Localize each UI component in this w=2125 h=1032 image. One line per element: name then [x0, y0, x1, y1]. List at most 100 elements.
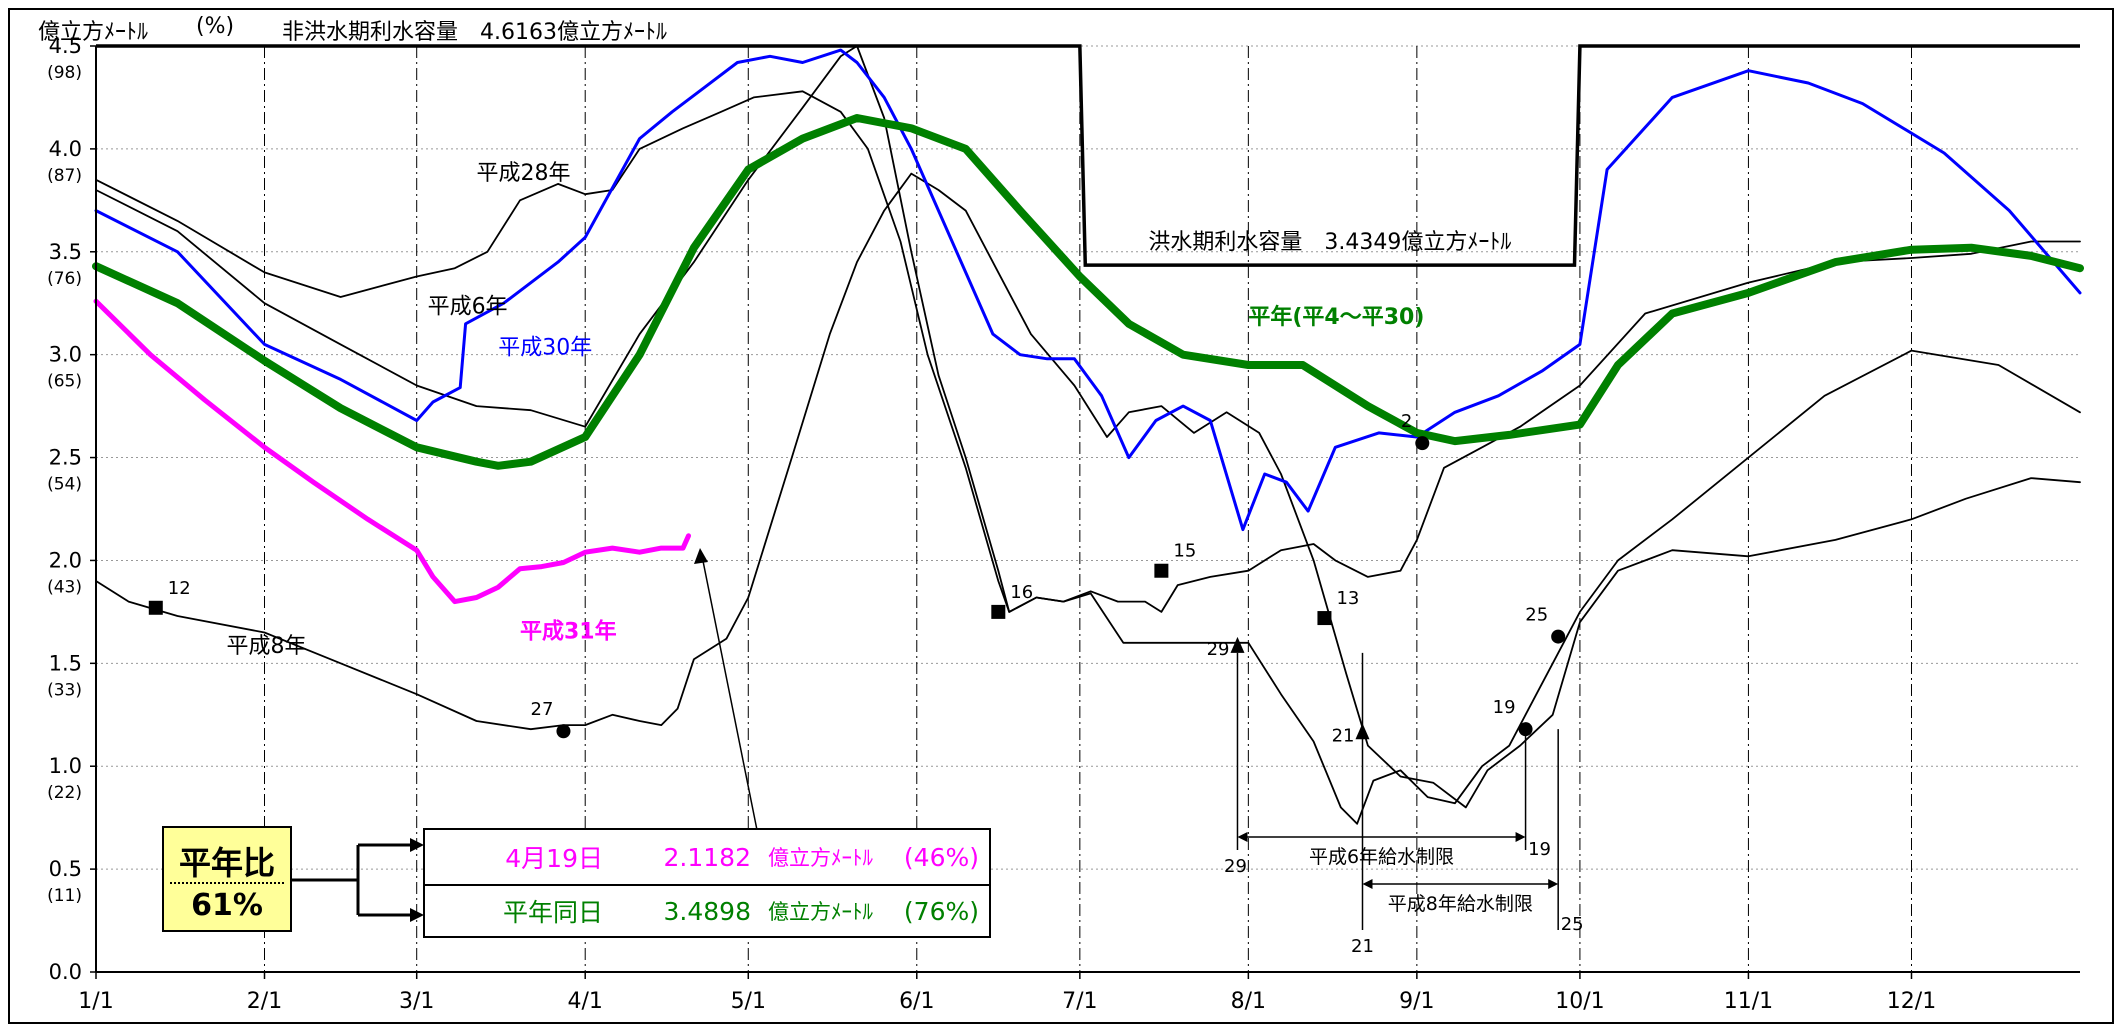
bracket-arrow: [410, 838, 424, 852]
ratio-divider: [170, 882, 284, 884]
x-tick-label: 12/1: [1887, 989, 1936, 1014]
y-unit-label: 億立方ﾒｰﾄﾙ: [38, 20, 149, 45]
y-tick-label: 2.0: [49, 548, 82, 572]
y-tick-label: 4.0: [49, 137, 82, 161]
series-label: 平成31年: [520, 619, 617, 645]
info-row-current: 4月19日 2.1182 億立方ﾒｰﾄﾙ (46%): [425, 830, 989, 886]
y-tick-pct: (11): [47, 886, 82, 906]
series-label: 平成8年: [226, 634, 306, 659]
series-label: 平成30年: [498, 336, 592, 361]
flood-capacity-outline: 洪水期利水容量 3.4349億立方ﾒｰﾄﾙ: [96, 44, 2080, 267]
series-label: 平成28年: [476, 161, 570, 186]
arrow-head: [1515, 832, 1526, 842]
y-tick-label: 3.0: [49, 343, 82, 367]
marker-square: [148, 600, 163, 615]
arrow-head: [1237, 832, 1248, 842]
y-tick-pct: (98): [47, 63, 82, 83]
marker-label: 29: [1207, 639, 1230, 660]
ratio-box: 平年比 61%: [162, 826, 292, 932]
x-tick-label: 11/1: [1724, 989, 1773, 1014]
series-label: 平年(平4～平30): [1248, 304, 1424, 330]
marker-square: [991, 604, 1006, 619]
y-tick-pct: (22): [47, 783, 82, 803]
current-date: 4月19日: [505, 844, 603, 873]
x-tick-label: 6/1: [899, 989, 934, 1014]
y-tick-label: 1.5: [49, 651, 82, 675]
axes: 0.0 0.5 (11) 1.0 (22) 1.5 (33) 2.0 (43) 2.5 (54) 3.…: [47, 34, 2080, 1014]
series-line: [92, 114, 2084, 470]
series-line: [93, 298, 691, 605]
flood-capacity-line: [96, 44, 2080, 267]
y-tick-label: 0.5: [49, 857, 82, 881]
series-label: 平成6年: [428, 295, 508, 320]
normal-pct: (76%): [903, 896, 979, 926]
y-tick-label: 1.0: [49, 754, 82, 778]
series-line: [94, 48, 2082, 532]
y-pct-label: (%): [196, 14, 235, 39]
restriction-label: 平成8年給水制限: [1388, 893, 1533, 915]
marker-label: 12: [168, 578, 191, 599]
marker-label: 19: [1493, 697, 1516, 718]
y-tick-pct: (76): [47, 269, 82, 289]
marker-label: 21: [1332, 725, 1355, 746]
x-tick-label: 4/1: [568, 989, 603, 1014]
y-tick-pct: (54): [47, 475, 82, 495]
marker-label: 2: [1401, 411, 1412, 432]
x-tick-label: 3/1: [399, 989, 434, 1014]
series-line: [95, 172, 2081, 809]
normal-value: 3.4898: [663, 896, 751, 926]
restriction-end-label: 25: [1561, 914, 1584, 935]
marker-label: 16: [1010, 582, 1033, 603]
normal-unit: 億立方ﾒｰﾄﾙ: [768, 900, 873, 924]
marker-label: 25: [1525, 605, 1548, 626]
y-tick-pct: (65): [47, 372, 82, 392]
y-tick-pct: (43): [47, 577, 82, 597]
flood-capacity-label: 洪水期利水容量 3.4349億立方ﾒｰﾄﾙ: [1148, 230, 1511, 255]
restriction-start-label: 21: [1351, 936, 1374, 957]
arrow-head: [1548, 879, 1559, 889]
normal-date: 平年同日: [502, 898, 603, 927]
y-tick-label: 3.5: [49, 240, 82, 264]
y-tick-pct: (33): [47, 680, 82, 700]
marker-triangle: [1230, 636, 1245, 653]
marker-circle: [1551, 629, 1566, 644]
capacity-title: 非洪水期利水容量 4.6163億立方ﾒｰﾄﾙ: [282, 20, 667, 45]
restriction-start-label: 29: [1224, 856, 1247, 877]
info-box: 4月19日 2.1182 億立方ﾒｰﾄﾙ (46%) 平年同日 3.4898 億…: [423, 828, 991, 938]
x-tick-label: 9/1: [1399, 989, 1434, 1014]
restriction-end-label: 19: [1528, 839, 1551, 860]
ratio-value: 61%: [191, 888, 263, 923]
marker-label: 13: [1336, 588, 1359, 609]
ratio-label: 平年比: [178, 844, 275, 882]
x-tick-label: 7/1: [1062, 989, 1097, 1014]
x-tick-label: 5/1: [731, 989, 766, 1014]
y-tick-pct: (87): [47, 166, 82, 186]
x-tick-label: 1/1: [78, 989, 113, 1014]
bracket-arrow: [410, 908, 424, 922]
series-lines: [92, 45, 2084, 825]
arrow-head: [1362, 879, 1373, 889]
info-row-normal: 平年同日 3.4898 億立方ﾒｰﾄﾙ (76%): [425, 884, 989, 938]
marker-circle: [556, 724, 571, 739]
y-tick-label: 0.0: [49, 960, 82, 984]
restriction-label: 平成6年給水制限: [1309, 846, 1454, 868]
pointer-head: [694, 548, 708, 564]
marker-circle: [1415, 436, 1430, 451]
marker-square: [1154, 563, 1169, 578]
x-tick-label: 8/1: [1231, 989, 1266, 1014]
marker-square: [1317, 611, 1332, 626]
y-tick-label: 4.5: [49, 34, 82, 58]
grid: [96, 45, 2080, 972]
series-line: [95, 45, 2081, 825]
marker-label: 15: [1173, 541, 1196, 562]
chart-frame: [8, 8, 2114, 1024]
x-tick-label: 10/1: [1555, 989, 1604, 1014]
y-tick-label: 2.5: [49, 446, 82, 470]
current-pct: (46%): [903, 842, 979, 872]
x-tick-label: 2/1: [247, 989, 282, 1014]
current-unit: 億立方ﾒｰﾄﾙ: [768, 846, 873, 870]
pointer-line: [701, 555, 758, 831]
current-value: 2.1182: [663, 842, 751, 872]
